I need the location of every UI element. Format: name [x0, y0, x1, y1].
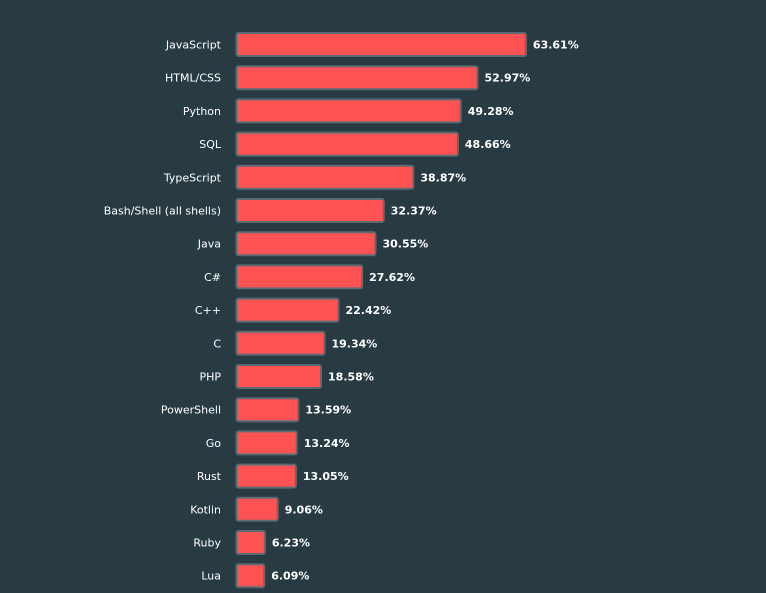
value-label: 9.06% — [285, 503, 323, 516]
value-label: 48.66% — [465, 138, 511, 151]
value-label: 19.34% — [331, 337, 377, 350]
category-label: SQL — [199, 138, 222, 151]
bar — [235, 164, 415, 190]
value-label: 13.05% — [303, 470, 349, 483]
bar — [235, 530, 266, 555]
bar-group: Go 13.24% — [206, 430, 350, 456]
category-label: Ruby — [193, 537, 221, 550]
value-label: 30.55% — [383, 238, 429, 251]
bar — [235, 463, 297, 489]
bar — [235, 32, 527, 57]
bar-group: HTML/CSS 52.97% — [165, 65, 531, 91]
bar — [235, 297, 340, 323]
bar-group: Lua 6.09% — [201, 563, 309, 589]
bar-group: Java 30.55% — [197, 231, 429, 257]
category-label: Rust — [197, 470, 222, 483]
value-label: 49.28% — [468, 105, 514, 118]
category-label: Kotlin — [190, 503, 221, 516]
bar-group: Kotlin 9.06% — [190, 496, 323, 522]
category-label: Python — [183, 105, 221, 118]
category-label: C++ — [195, 304, 221, 317]
bar-group: TypeScript 38.87% — [163, 164, 466, 190]
value-label: 18.58% — [328, 371, 374, 384]
bar — [235, 430, 298, 456]
bar — [235, 65, 479, 91]
bar — [235, 131, 459, 157]
bar — [235, 264, 364, 290]
bar — [235, 364, 323, 389]
bar — [235, 563, 266, 589]
bar-group: JavaScript 63.61% — [165, 32, 579, 57]
bar — [235, 231, 377, 257]
bars-layer: JavaScript 63.61% HTML/CSS 52.97% Python 49.2… — [104, 32, 579, 589]
bar-group: Bash/Shell (all shells) 32.37% — [104, 198, 437, 223]
category-label: TypeScript — [163, 171, 222, 184]
value-label: 13.24% — [304, 437, 350, 450]
bar-group: Python 49.28% — [183, 98, 514, 124]
value-label: 52.97% — [485, 72, 531, 85]
bar-group: C 19.34% — [213, 330, 377, 356]
bar-group: SQL 48.66% — [199, 131, 511, 157]
bar-group: PHP 18.58% — [199, 364, 374, 389]
bar — [235, 198, 385, 223]
value-label: 38.87% — [420, 171, 466, 184]
category-label: PHP — [199, 371, 221, 384]
category-label: PowerShell — [161, 404, 221, 417]
value-label: 63.61% — [533, 39, 579, 52]
category-label: JavaScript — [165, 39, 222, 52]
bar-group: Ruby 6.23% — [193, 530, 310, 555]
value-label: 32.37% — [391, 205, 437, 218]
value-label: 13.59% — [305, 404, 351, 417]
category-label: C — [213, 337, 221, 350]
value-label: 6.09% — [271, 570, 309, 583]
category-label: C# — [204, 271, 221, 284]
value-label: 22.42% — [346, 304, 392, 317]
category-label: Java — [197, 238, 221, 251]
bar — [235, 98, 462, 124]
value-label: 6.23% — [272, 537, 310, 550]
category-label: Bash/Shell (all shells) — [104, 205, 221, 218]
bar — [235, 397, 300, 423]
category-label: Lua — [201, 570, 221, 583]
bar-group: Rust 13.05% — [197, 463, 349, 489]
bar-group: C++ 22.42% — [195, 297, 392, 323]
bar-group: PowerShell 13.59% — [161, 397, 351, 423]
category-label: Go — [206, 437, 222, 450]
bar — [235, 330, 326, 356]
bar-group: C# 27.62% — [204, 264, 415, 290]
bar — [235, 496, 279, 522]
category-label: HTML/CSS — [165, 72, 221, 85]
value-label: 27.62% — [369, 271, 415, 284]
